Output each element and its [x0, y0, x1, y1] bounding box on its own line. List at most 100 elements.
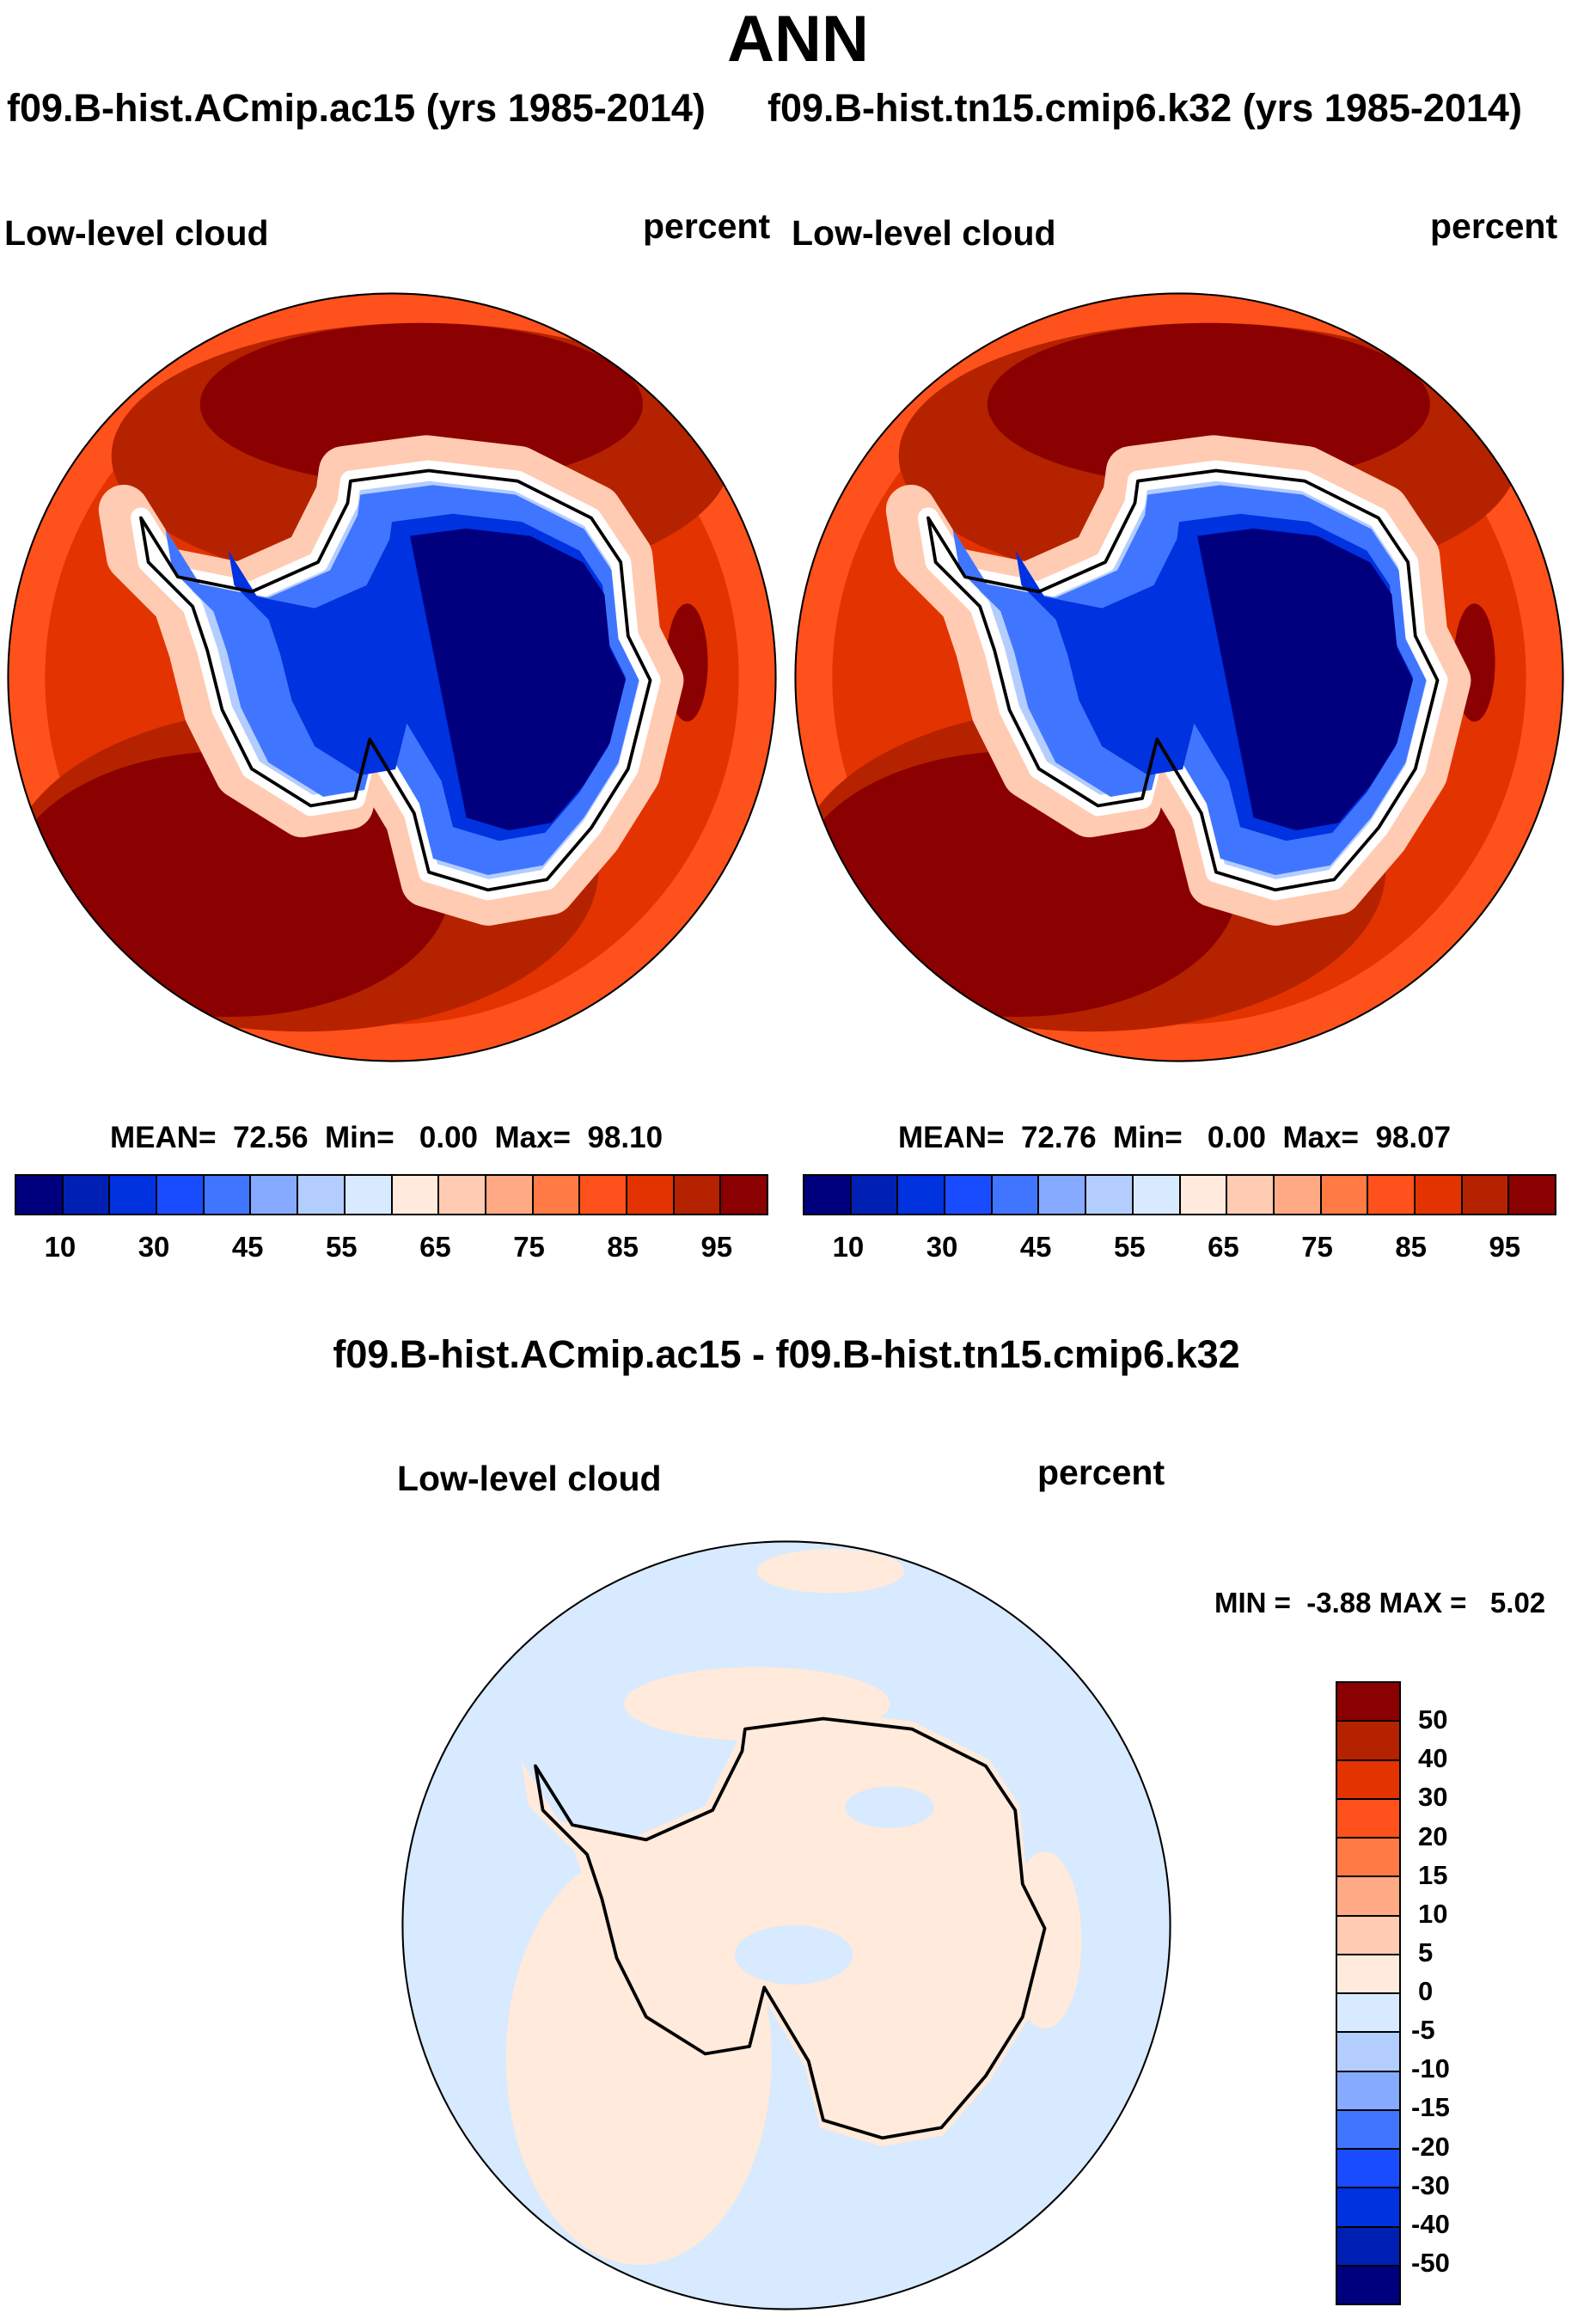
main-title: ANN — [727, 3, 869, 76]
colorbar-swatch — [63, 1176, 111, 1214]
colorbar-swatch — [1337, 1877, 1399, 1917]
right-units-label: percent — [1430, 206, 1558, 246]
colorbar-swatch — [1227, 1176, 1275, 1214]
left-units-label: percent — [643, 206, 771, 246]
colorbar-tick-label: 5 — [1418, 1937, 1434, 1967]
difference-colorbar — [1336, 1681, 1401, 2305]
colorbar-tick-label: -50 — [1411, 2247, 1450, 2278]
colorbar-swatch — [1337, 1683, 1399, 1723]
left-stats: MEAN= 72.56 Min= 0.00 Max= 98.10 — [110, 1121, 663, 1154]
field-negative — [734, 1925, 853, 1985]
colorbar-tick-label: 40 — [1418, 1743, 1448, 1774]
colorbar-swatch — [1337, 1760, 1399, 1800]
colorbar-tick-label: 10 — [832, 1231, 865, 1263]
colorbar-swatch — [674, 1176, 722, 1214]
colorbar-swatch — [1337, 2033, 1399, 2072]
high-cloud-region — [987, 322, 1430, 486]
colorbar-swatch — [1337, 1916, 1399, 1955]
antarctica-coastline — [926, 468, 1440, 892]
colorbar-swatch — [16, 1176, 64, 1214]
colorbar-swatch — [1274, 1176, 1322, 1214]
lowest-cloud-region — [410, 528, 627, 831]
colorbar-tick-label: 20 — [1418, 1820, 1448, 1851]
high-cloud-region — [199, 322, 643, 486]
map-field — [795, 293, 1563, 1062]
colorbar-tick-label: 30 — [1418, 1782, 1448, 1813]
colorbar-swatch — [1462, 1176, 1510, 1214]
map-field — [402, 1541, 1171, 2310]
colorbar-tick-label: 95 — [1489, 1231, 1521, 1263]
colorbar-swatch — [898, 1176, 946, 1214]
colorbar-tick-label: 95 — [700, 1231, 733, 1263]
colorbar-swatch — [1337, 1839, 1399, 1878]
left-panel-title: f09.B-hist.ACmip.ac15 (yrs 1985-2014) — [7, 86, 706, 130]
right-panel-title: f09.B-hist.tn15.cmip6.k32 (yrs 1985-2014… — [767, 86, 1522, 130]
map-field — [8, 293, 776, 1062]
colorbar-tick-label: -5 — [1411, 2015, 1435, 2046]
colorbar-swatch — [1337, 1994, 1399, 2034]
colorbar-tick-label: -10 — [1411, 2053, 1450, 2084]
colorbar-tick-label: 85 — [607, 1231, 639, 1263]
right-polar-map — [794, 292, 1564, 1062]
lowest-cloud-region — [1197, 528, 1414, 831]
colorbar-swatch — [945, 1176, 993, 1214]
colorbar-swatch — [1337, 2150, 1399, 2189]
colorbar-swatch — [1337, 2110, 1399, 2150]
colorbar-tick-label: 10 — [44, 1231, 76, 1263]
field-positive — [505, 1851, 772, 2266]
colorbar-swatch — [627, 1176, 675, 1214]
colorbar-tick-label: -30 — [1411, 2169, 1450, 2200]
colorbar-swatch — [1337, 2188, 1399, 2228]
diff-variable-label: Low-level cloud — [397, 1459, 662, 1498]
diff-units-label: percent — [1037, 1453, 1165, 1492]
map-boundary — [794, 292, 1564, 1062]
difference-polar-map — [401, 1540, 1171, 2310]
field-positive — [1007, 1851, 1082, 2029]
colorbar-tick-label: 30 — [926, 1231, 958, 1263]
colorbar-swatch — [1337, 1722, 1399, 1761]
antarctica-coastline — [139, 468, 652, 892]
field-positive — [624, 1667, 890, 1741]
right-variable-label: Low-level cloud — [792, 213, 1056, 253]
colorbar-swatch — [298, 1176, 345, 1214]
colorbar-tick-label: 75 — [1301, 1231, 1333, 1263]
colorbar-swatch — [533, 1176, 581, 1214]
colorbar-swatch — [1337, 2071, 1399, 2111]
colorbar-swatch — [1509, 1176, 1555, 1214]
field-positive — [756, 1549, 905, 1594]
colorbar-tick-label: 75 — [513, 1231, 545, 1263]
left-variable-label: Low-level cloud — [4, 213, 269, 253]
map-boundary — [401, 1540, 1171, 2310]
colorbar-tick-label: 0 — [1418, 1976, 1434, 2006]
field-negative — [845, 1786, 934, 1828]
colorbar-swatch — [1337, 1799, 1399, 1839]
colorbar-swatch — [204, 1176, 252, 1214]
colorbar-swatch — [1039, 1176, 1087, 1214]
colorbar-tick-label: -15 — [1411, 2092, 1450, 2123]
colorbar-swatch — [439, 1176, 486, 1214]
colorbar-swatch — [992, 1176, 1040, 1214]
colorbar-tick-label: -20 — [1411, 2131, 1450, 2162]
colorbar-tick-label: -40 — [1411, 2208, 1450, 2239]
colorbar-tick-label: 65 — [1208, 1231, 1239, 1263]
right-colorbar — [803, 1174, 1556, 1215]
colorbar-swatch — [851, 1176, 899, 1214]
difference-title: f09.B-hist.ACmip.ac15 - f09.B-hist.tn15.… — [333, 1332, 1240, 1376]
map-boundary — [7, 292, 777, 1062]
colorbar-swatch — [392, 1176, 440, 1214]
colorbar-swatch — [1337, 1955, 1399, 1994]
colorbar-swatch — [804, 1176, 852, 1214]
colorbar-swatch — [1321, 1176, 1369, 1214]
colorbar-swatch — [1133, 1176, 1181, 1214]
antarctica-coastline — [534, 1716, 1047, 2140]
colorbar-tick-label: 30 — [138, 1231, 170, 1263]
colorbar-tick-label: 55 — [1113, 1231, 1146, 1263]
colorbar-swatch — [580, 1176, 627, 1214]
colorbar-tick-label: 45 — [231, 1231, 264, 1263]
colorbar-swatch — [486, 1176, 534, 1214]
colorbar-tick-label: 50 — [1418, 1704, 1448, 1735]
colorbar-swatch — [1337, 2266, 1399, 2304]
colorbar-tick-label: 45 — [1019, 1231, 1052, 1263]
colorbar-tick-label: 85 — [1395, 1231, 1428, 1263]
colorbar-tick-label: 15 — [1418, 1859, 1448, 1890]
